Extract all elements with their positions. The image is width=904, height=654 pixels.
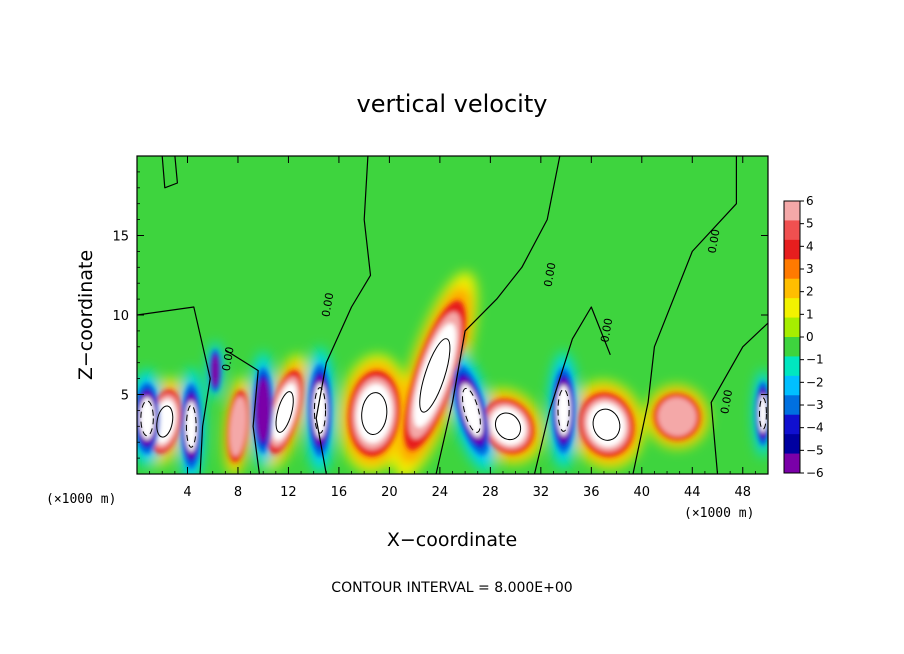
zero-contour (224, 349, 260, 474)
downdraft-cell (185, 401, 198, 452)
colorbar-label: −6 (806, 466, 824, 480)
negative-contour (462, 387, 481, 433)
x-tick-label: 20 (381, 485, 398, 500)
y-tick-label: 5 (121, 389, 129, 404)
contour-label: 0.00 (319, 292, 336, 318)
updraft-cell (229, 396, 247, 457)
contour-label: 0.00 (706, 228, 723, 254)
negative-contour (185, 404, 197, 448)
chart-title: vertical velocity (357, 90, 548, 118)
colorbar: 6 5 4 3 2 1 0 −1 −2 −3 −4 −5 −6 (783, 194, 824, 480)
colorbar-label: 6 (806, 194, 814, 208)
colorbar-swatch (784, 298, 800, 319)
zero-contour (435, 156, 561, 474)
updraft-cell (356, 383, 393, 444)
positive-contour (592, 408, 621, 441)
x-tick-label: 48 (734, 485, 751, 500)
colorbar-swatch (784, 220, 800, 241)
colorbar-swatch (784, 375, 800, 396)
colorbar-label: 2 (806, 285, 814, 299)
negative-contour (313, 387, 327, 434)
colorbar-swatch (784, 259, 800, 280)
updraft-cell (413, 323, 457, 428)
downdraft-cell (556, 385, 571, 436)
positive-contour (275, 391, 294, 433)
x-axis-label: X−coordinate (387, 529, 517, 551)
colorbar-label: 3 (806, 262, 814, 276)
downdraft-cell (460, 383, 483, 437)
colorbar-label: 5 (806, 217, 814, 231)
y-axis-label: Z−coordinate (75, 250, 97, 380)
y-tick-label: 10 (112, 309, 129, 324)
zero-contour (710, 322, 768, 474)
x-tick-label: 40 (634, 485, 651, 500)
positive-contour (494, 412, 522, 441)
contour-label: 0.00 (541, 261, 558, 287)
colorbar-label: 4 (806, 239, 814, 253)
positive-contour (361, 392, 388, 436)
positive-contour (156, 405, 174, 438)
x-tick-label: 44 (684, 485, 701, 500)
colorbar-swatch (784, 395, 800, 416)
contour-label: 0.00 (598, 317, 615, 343)
updraft-cell (657, 397, 697, 437)
downdraft-cell (758, 394, 768, 433)
y-axis-ticks: 5 10 15 (112, 171, 768, 459)
downdraft-cell (139, 397, 155, 440)
colorbar-label: −4 (806, 421, 824, 435)
updraft-cell (587, 402, 626, 447)
colorbar-swatch (784, 453, 800, 474)
x-tick-label: 28 (482, 485, 499, 500)
x-unit-label: (×1000 m) (684, 506, 754, 521)
colorbar-swatch (784, 278, 800, 299)
contour-label: 0.00 (220, 346, 237, 372)
negative-contour (140, 400, 154, 437)
colorbar-label: 1 (806, 307, 814, 321)
colorbar-label: −3 (806, 398, 824, 412)
y-unit-label: (×1000 m) (46, 492, 116, 507)
zero-contour (632, 156, 737, 474)
updraft-cell (272, 383, 297, 441)
x-tick-label: 24 (432, 485, 449, 500)
colorbar-label: −2 (806, 375, 824, 389)
colorbar-swatch (784, 239, 800, 260)
zero-contour (315, 156, 372, 474)
downdraft-cell (211, 355, 220, 387)
x-tick-label: 4 (183, 485, 191, 500)
y-tick-label: 15 (112, 230, 129, 245)
positive-contour (419, 338, 451, 413)
colorbar-label: −5 (806, 443, 824, 457)
contour-labels: 0.00 0.00 0.00 0.00 0.00 0.00 (220, 228, 736, 415)
negative-contour (758, 397, 767, 430)
zero-contour (161, 156, 178, 189)
contour-label: 0.00 (718, 389, 735, 415)
colorbar-label: 0 (806, 330, 814, 344)
zero-contour (533, 306, 611, 474)
updraft-cell (490, 407, 526, 446)
colorbar-swatch (784, 356, 800, 377)
x-tick-label: 16 (331, 485, 348, 500)
contour-interval-note: CONTOUR INTERVAL = 8.000E+00 (331, 580, 572, 596)
x-axis-ticks: 4 8 12 16 20 24 28 32 36 40 44 48 (149, 156, 756, 500)
negative-contour (557, 388, 570, 432)
x-tick-label: 12 (280, 485, 297, 500)
contour-lines (137, 156, 768, 474)
colorbar-swatch (784, 317, 800, 338)
downdraft-cell (313, 383, 327, 438)
plot-area (137, 156, 768, 474)
colorbar-swatch (784, 434, 800, 455)
colorbar-swatch (784, 337, 800, 357)
colorbar-swatch (784, 414, 800, 435)
colorbar-label: −1 (806, 353, 824, 367)
x-tick-label: 36 (583, 485, 600, 500)
downdraft-cell (255, 379, 271, 442)
x-tick-label: 32 (533, 485, 550, 500)
colorbar-swatch (784, 201, 800, 221)
x-tick-label: 8 (234, 485, 242, 500)
zero-contour (137, 306, 211, 474)
